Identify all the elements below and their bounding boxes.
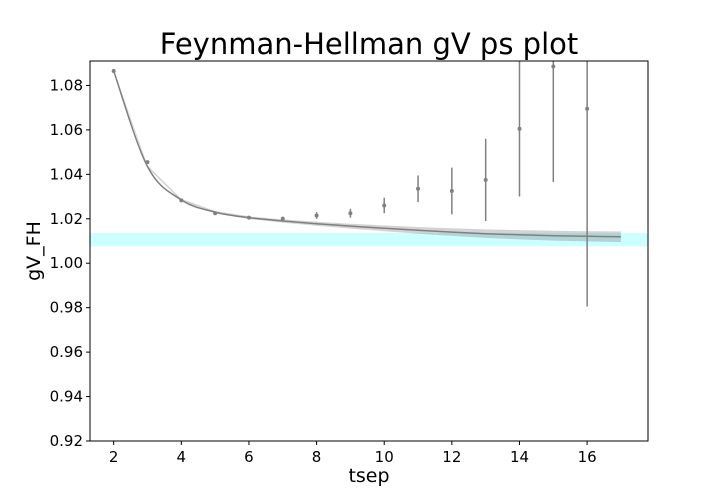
- reference-band: [90, 233, 648, 247]
- data-point: [517, 126, 522, 131]
- data-point: [179, 198, 184, 203]
- data-layer: [111, 61, 590, 307]
- y-tick-label: 1.06: [50, 121, 83, 139]
- data-point: [145, 160, 150, 165]
- x-tick-label: 2: [109, 448, 119, 466]
- data-point: [449, 189, 454, 193]
- y-axis: 0.92 0.94 0.96 0.98 1.00 1.02 1.04 1.06 1.08: [50, 76, 90, 450]
- x-tick-label: 10: [375, 448, 394, 466]
- y-tick-label: 1.04: [50, 165, 83, 183]
- data-point: [382, 203, 387, 208]
- x-tick-label: 12: [442, 448, 461, 466]
- y-tick-label: 1.08: [50, 76, 83, 94]
- y-tick-label: 0.92: [50, 432, 83, 450]
- chart-title: Feynman-Hellman gV ps plot: [160, 27, 579, 61]
- y-tick-label: 0.96: [50, 343, 83, 361]
- data-point: [483, 177, 488, 182]
- y-tick-label: 0.94: [50, 388, 83, 406]
- data-point: [416, 186, 421, 191]
- data-point: [213, 211, 218, 216]
- band-layer: [90, 233, 648, 247]
- data-point: [551, 64, 556, 69]
- data-point: [585, 106, 590, 111]
- x-axis: 2 4 6 8 10 12 14 16: [109, 441, 597, 466]
- x-tick-label: 6: [244, 448, 254, 466]
- data-point: [280, 216, 285, 221]
- x-tick-label: 4: [177, 448, 187, 466]
- y-tick-label: 1.00: [50, 254, 83, 272]
- fit-layer: [112, 69, 621, 243]
- x-tick-label: 8: [312, 448, 322, 466]
- data-point: [111, 69, 116, 73]
- plot-frame: [89, 60, 649, 442]
- x-tick-label: 14: [510, 448, 529, 466]
- data-point: [314, 213, 319, 218]
- fit-uncertainty-band: [113, 69, 621, 243]
- fit-curve: [112, 70, 621, 238]
- data-point: [246, 215, 251, 220]
- x-tick-label: 16: [578, 448, 597, 466]
- data-point: [348, 211, 353, 216]
- y-axis-title: gV_FH: [23, 221, 45, 281]
- y-tick-label: 0.98: [50, 299, 83, 317]
- y-tick-label: 1.02: [50, 210, 83, 228]
- x-axis-title: tsep: [348, 465, 389, 487]
